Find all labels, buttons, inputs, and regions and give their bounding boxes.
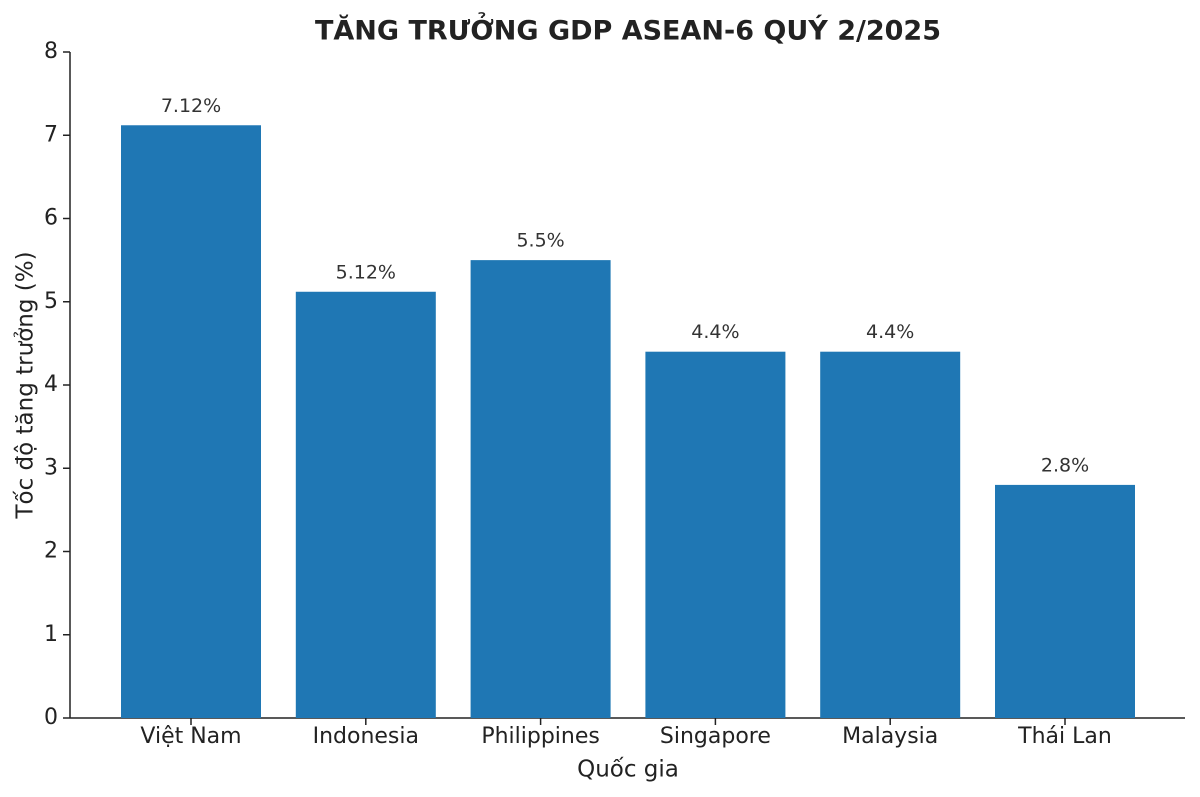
x-tick-label: Việt Nam [140,724,241,749]
value-label: 5.5% [516,230,564,252]
y-tick-label: 1 [44,622,58,647]
bar [295,291,436,718]
chart-title: TĂNG TRƯỞNG GDP ASEAN-6 QUÝ 2/2025 [315,11,941,47]
bar [645,351,786,718]
y-tick-label: 0 [44,705,58,730]
bar [820,351,961,718]
bar [470,260,611,718]
x-tick-label: Philippines [481,724,600,749]
x-tick-label: Singapore [660,724,771,749]
value-label: 7.12% [161,95,221,117]
value-label: 5.12% [336,261,396,283]
y-tick-label: 8 [44,39,58,64]
value-label: 4.4% [691,321,739,343]
y-tick-label: 5 [44,289,58,314]
y-tick-label: 6 [44,206,58,231]
y-tick-label: 2 [44,539,58,564]
y-tick-label: 3 [44,455,58,480]
y-tick-label: 7 [44,122,58,147]
x-axis-label: Quốc gia [577,757,679,783]
y-axis-label: Tốc độ tăng trưởng (%) [13,251,39,519]
value-label: 4.4% [866,321,914,343]
value-label: 2.8% [1041,454,1089,476]
x-tick-label: Malaysia [842,724,938,749]
y-tick-label: 4 [44,372,58,397]
x-tick-label: Indonesia [313,724,419,749]
bar [995,484,1135,718]
bar [121,125,261,718]
x-tick-label: Thái Lan [1017,724,1112,749]
